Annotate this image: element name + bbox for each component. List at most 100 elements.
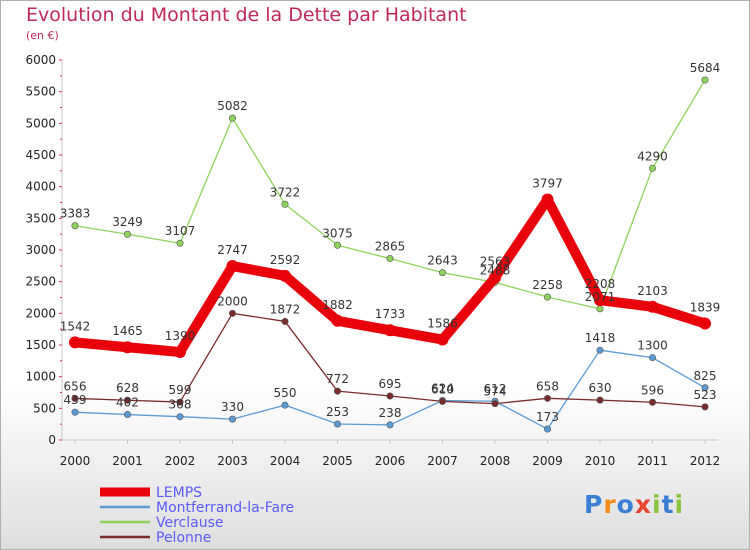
data-label: 253: [326, 405, 349, 419]
x-tick-label: 2006: [375, 454, 406, 468]
data-label: 3075: [322, 226, 353, 240]
data-point: [701, 403, 709, 411]
chart-subtitle: (en €): [26, 29, 59, 42]
data-point: [333, 387, 341, 395]
data-point: [386, 392, 394, 400]
data-point: [229, 415, 237, 423]
x-tick-label: 2007: [427, 454, 458, 468]
data-point: [646, 300, 659, 313]
x-tick-label: 2010: [585, 454, 616, 468]
logo-letter: o: [616, 490, 635, 519]
data-label: 599: [169, 383, 192, 397]
data-label: 439: [64, 393, 87, 407]
data-point: [124, 396, 132, 404]
logo-letter: t: [661, 490, 675, 519]
logo-letter: x: [634, 490, 652, 519]
data-point: [543, 425, 551, 433]
x-tick-label: 2004: [270, 454, 301, 468]
y-tick-label: 2000: [25, 306, 56, 320]
data-label: 5684: [690, 61, 721, 75]
data-point: [543, 293, 551, 301]
y-tick-label: 3000: [25, 243, 56, 257]
data-point: [176, 413, 184, 421]
logo-letter: P: [584, 490, 604, 519]
data-point: [281, 317, 289, 325]
chart-title: Evolution du Montant de la Dette par Hab…: [26, 4, 467, 26]
data-label: 1733: [375, 307, 406, 321]
data-point: [541, 193, 554, 206]
y-tick-label: 6000: [25, 53, 56, 67]
data-point: [174, 345, 186, 358]
data-label: 238: [379, 406, 402, 420]
y-tick-label: 2500: [25, 275, 56, 289]
x-tick-label: 2009: [532, 454, 563, 468]
data-label: 3249: [112, 215, 143, 229]
logo-letter: r: [603, 490, 617, 519]
data-label: 610: [431, 382, 454, 396]
data-point: [281, 200, 289, 208]
data-point: [333, 241, 341, 249]
data-point: [281, 401, 289, 409]
data-label: 2488: [480, 263, 511, 277]
data-label: 2071: [585, 290, 616, 304]
data-label: 3722: [270, 185, 301, 199]
data-point: [279, 269, 291, 282]
x-tick-label: 2000: [60, 454, 91, 468]
y-tick-label: 500: [33, 401, 56, 415]
y-tick-label: 4000: [25, 180, 56, 194]
data-label: 1586: [427, 317, 458, 331]
data-point: [699, 317, 711, 330]
data-label: 1872: [270, 302, 301, 316]
data-label: 523: [694, 388, 717, 402]
data-point: [386, 421, 394, 429]
data-point: [438, 269, 446, 277]
data-label: 825: [694, 369, 717, 383]
data-label: 1418: [585, 331, 616, 345]
x-tick-label: 2002: [165, 454, 196, 468]
y-tick-label: 1500: [25, 338, 56, 352]
data-label: 5082: [217, 99, 248, 113]
data-point: [121, 341, 134, 354]
data-label: 695: [379, 377, 402, 391]
data-point: [701, 384, 709, 392]
data-label: 1882: [322, 298, 353, 312]
data-point: [333, 420, 341, 428]
data-point: [596, 346, 604, 354]
data-label: 1542: [60, 319, 91, 333]
data-label: 2208: [585, 277, 616, 291]
data-label: 2643: [427, 254, 458, 268]
data-label: 656: [64, 379, 87, 393]
data-label: 368: [169, 398, 192, 412]
legend-label: Verclause: [156, 515, 224, 531]
data-point: [69, 336, 81, 349]
data-point: [124, 411, 132, 419]
data-point: [648, 398, 656, 406]
data-point: [176, 398, 184, 406]
data-point: [489, 271, 501, 284]
data-label: 3107: [165, 224, 196, 238]
data-label: 628: [116, 381, 139, 395]
data-label: 1465: [112, 324, 143, 338]
data-label: 2592: [270, 253, 301, 267]
data-label: 630: [589, 381, 612, 395]
y-tick-label: 3500: [25, 211, 56, 225]
data-point: [124, 230, 132, 238]
data-label: 1300: [637, 339, 668, 353]
y-tick-label: 0: [48, 433, 56, 447]
data-point: [176, 239, 184, 247]
data-point: [596, 305, 604, 313]
data-point: [71, 408, 79, 416]
data-point: [648, 354, 656, 362]
data-label: 2747: [217, 243, 248, 257]
data-label: 2258: [532, 278, 563, 292]
data-point: [436, 333, 449, 346]
data-label: 3383: [60, 207, 91, 221]
x-tick-label: 2005: [322, 454, 353, 468]
data-label: 550: [274, 386, 297, 400]
data-label: 330: [221, 400, 244, 414]
data-point: [543, 394, 551, 402]
data-point: [594, 294, 606, 307]
data-point: [596, 396, 604, 404]
data-label: 772: [326, 372, 349, 386]
